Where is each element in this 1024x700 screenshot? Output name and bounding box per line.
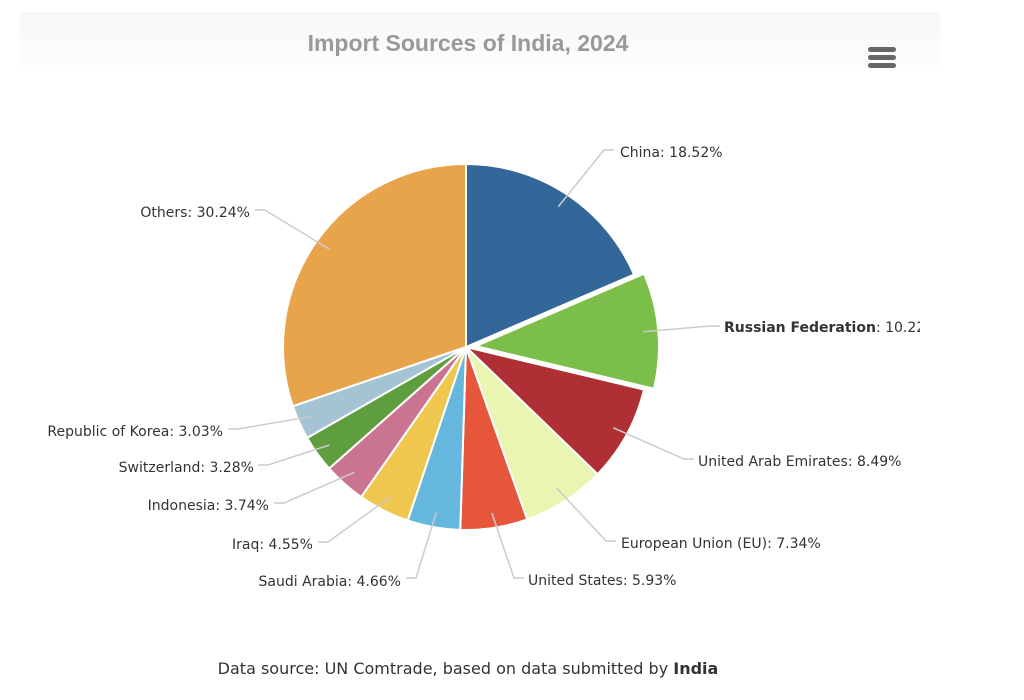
connector-line	[228, 415, 314, 430]
title-bar	[20, 12, 940, 67]
source-country: India	[673, 659, 719, 678]
data-source: Data source: UN Comtrade, based on data …	[0, 659, 936, 678]
connector-line	[491, 512, 524, 579]
data-label: United Arab Emirates: 8.49%	[698, 454, 901, 470]
data-label: China: 18.52%	[620, 145, 723, 161]
connector-line	[557, 149, 614, 208]
data-label: Saudi Arabia: 4.66%	[259, 574, 402, 590]
source-text: Data source: UN Comtrade, based on data …	[217, 659, 674, 678]
connector-line	[318, 496, 391, 543]
connector-line	[643, 325, 720, 333]
data-label: Iraq: 4.55%	[232, 537, 313, 553]
data-label: Others: 30.24%	[140, 205, 250, 221]
connector-line	[556, 487, 616, 542]
pie-slice-united-arab-emirates[interactable]	[465, 346, 645, 476]
data-label: Indonesia: 3.74%	[148, 498, 269, 514]
hamburger-menu-icon[interactable]	[868, 47, 896, 69]
pie-slice-others[interactable]	[282, 163, 467, 408]
connector-line	[255, 209, 330, 250]
data-label: United States: 5.93%	[528, 573, 676, 589]
connector-line	[258, 444, 330, 466]
connector-line	[274, 471, 355, 504]
data-label: Russian Federation: 10.22%	[724, 320, 920, 336]
pie-slice-china[interactable]	[465, 163, 636, 348]
connector-line	[406, 512, 438, 579]
chart-title: Import Sources of India, 2024	[307, 30, 629, 56]
data-label: Republic of Korea: 3.03%	[47, 424, 223, 440]
data-label: Switzerland: 3.28%	[119, 460, 254, 476]
pie-chart: China: 18.52% Russian Federation: 10.22% U…	[47, 145, 920, 590]
connector-line	[612, 427, 694, 460]
data-label: European Union (EU): 7.34%	[621, 536, 821, 552]
